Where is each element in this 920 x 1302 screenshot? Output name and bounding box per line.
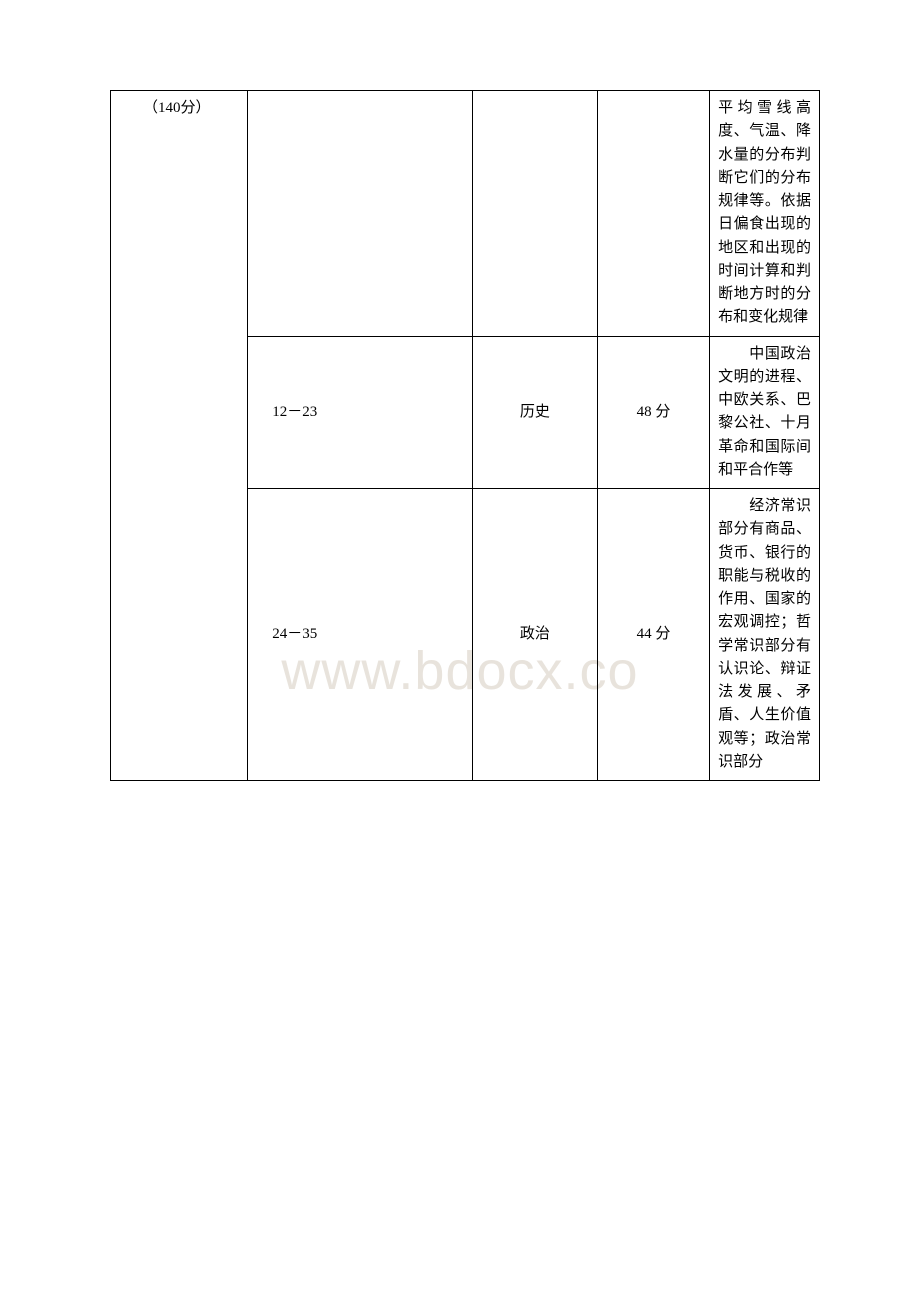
desc-body: 政治文明的进程、中欧关系、巴黎公社、十月革命和国际间和平合作等	[718, 346, 811, 478]
cell-points: 44 分	[597, 489, 709, 781]
desc-prefix: 中国	[718, 346, 780, 362]
cell-score: （140分）	[111, 91, 248, 781]
table-row: （140分） 平均雪线高度、气温、降水量的分布判断它们的分布规律等。依据日偏食出…	[111, 91, 820, 337]
cell-points	[597, 91, 709, 337]
cell-desc: 平均雪线高度、气温、降水量的分布判断它们的分布规律等。依据日偏食出现的地区和出现…	[710, 91, 820, 337]
cell-subject: 历史	[472, 336, 597, 489]
cell-subject: 政治	[472, 489, 597, 781]
cell-range	[248, 91, 473, 337]
content-table: （140分） 平均雪线高度、气温、降水量的分布判断它们的分布规律等。依据日偏食出…	[110, 90, 820, 781]
cell-points: 48 分	[597, 336, 709, 489]
desc-body: 常识部分有商品、货币、银行的职能与税收的作用、国家的宏观调控；哲学常识部分有认识…	[718, 498, 811, 770]
cell-range: 24－35	[248, 489, 473, 781]
cell-range: 12－23	[248, 336, 473, 489]
desc-prefix: 经济	[718, 498, 780, 514]
cell-desc: 经济常识部分有商品、货币、银行的职能与税收的作用、国家的宏观调控；哲学常识部分有…	[710, 489, 820, 781]
cell-desc: 中国政治文明的进程、中欧关系、巴黎公社、十月革命和国际间和平合作等	[710, 336, 820, 489]
cell-subject	[472, 91, 597, 337]
